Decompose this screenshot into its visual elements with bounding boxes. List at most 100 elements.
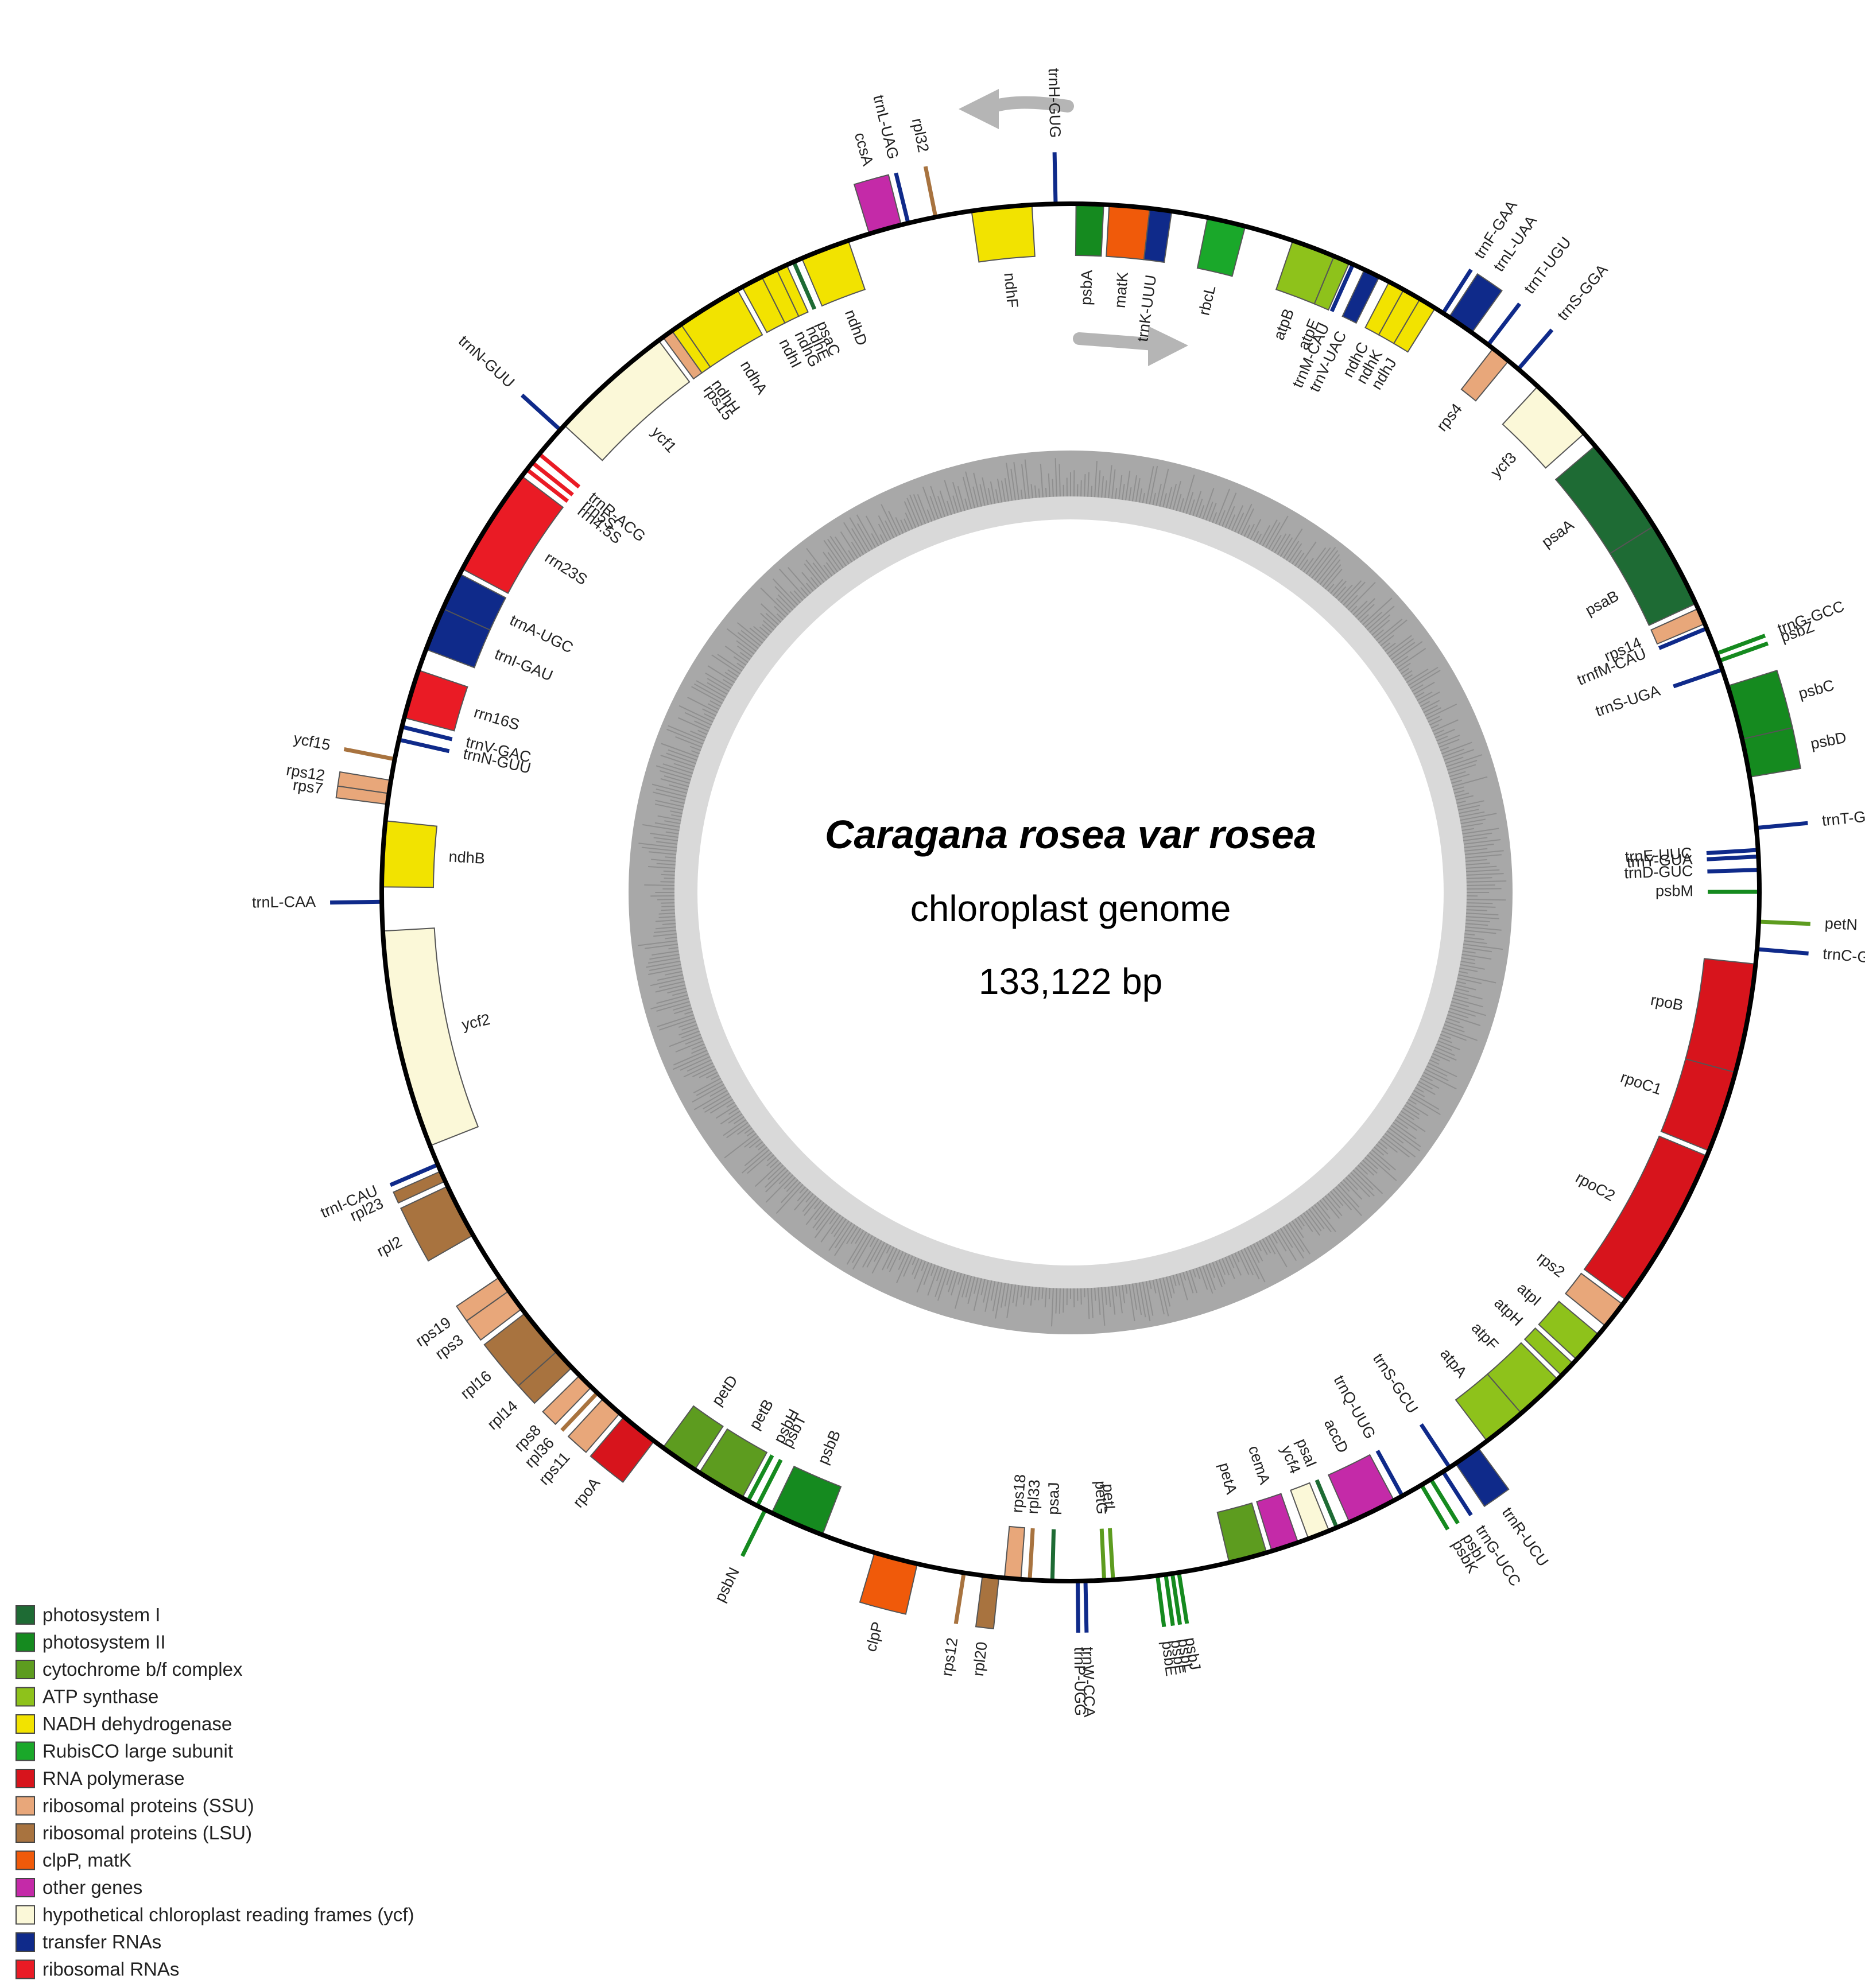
- gc-spike: [658, 913, 675, 915]
- gene-label: rbcL: [1195, 284, 1219, 317]
- gene-label: trnE-UUC: [1624, 844, 1693, 865]
- gc-spike: [1142, 492, 1145, 503]
- gene-tick: [1375, 1450, 1404, 1497]
- gc-spike: [1145, 1281, 1154, 1316]
- gc-spike: [1397, 1116, 1417, 1131]
- gc-spike: [1466, 906, 1496, 908]
- gc-spike: [675, 1040, 704, 1053]
- gc-spike: [1118, 475, 1123, 500]
- gc-spike: [711, 654, 741, 675]
- gene-label: trnS-UGA: [1593, 682, 1662, 720]
- gc-spike: [1010, 468, 1016, 500]
- gc-spike: [762, 620, 774, 631]
- gc-spike: [650, 997, 689, 1009]
- gc-spike: [799, 1186, 807, 1194]
- gene-block: [400, 1185, 474, 1262]
- gc-spike: [1463, 940, 1487, 944]
- gc-spike: [734, 1116, 745, 1124]
- gene-trng-gcc: trnG-GCC: [1716, 597, 1847, 656]
- organism-title: Caragana rosea var rosea: [825, 812, 1316, 857]
- gc-spike: [1149, 1280, 1152, 1290]
- gc-spike: [668, 947, 678, 950]
- gc-spike: [1240, 1249, 1254, 1276]
- gc-spike: [706, 1071, 718, 1079]
- gc-spike: [1212, 512, 1218, 523]
- gc-spike: [1202, 488, 1215, 519]
- gc-spike: [1436, 735, 1448, 741]
- gc-spike: [1027, 1286, 1030, 1299]
- gc-spike: [1465, 854, 1502, 859]
- gc-spike: [1466, 899, 1506, 901]
- gc-spike: [983, 1279, 989, 1303]
- gc-spike: [1461, 828, 1475, 832]
- gene-label: trnH-GUG: [1045, 68, 1064, 138]
- gc-spike: [952, 482, 962, 512]
- gene-psbn: psbN: [711, 1509, 767, 1605]
- gc-spike: [760, 587, 789, 616]
- gc-spike: [889, 1249, 901, 1272]
- gene-label: trnT-UGU: [1521, 234, 1575, 297]
- gc-spike: [744, 1127, 753, 1134]
- gc-spike: [835, 1222, 853, 1249]
- gc-spike: [1152, 1279, 1157, 1294]
- gc-spike: [912, 1256, 917, 1265]
- legend-swatch: [15, 1769, 35, 1788]
- gene-label: petD: [708, 1372, 741, 1409]
- gc-spike: [1305, 547, 1327, 574]
- gene-petb: petB: [699, 1396, 777, 1499]
- gc-spike: [1115, 1286, 1118, 1297]
- legend-label: ATP synthase: [42, 1686, 158, 1707]
- gc-spike: [1393, 1121, 1417, 1140]
- gene-rpl33: rpl33: [1024, 1479, 1044, 1581]
- gc-spike: [1329, 1191, 1344, 1206]
- gc-spike: [823, 564, 833, 577]
- gc-spike: [1162, 493, 1167, 508]
- gc-spike: [776, 597, 791, 613]
- gc-spike: [935, 1267, 946, 1298]
- gc-spike: [1420, 1078, 1440, 1089]
- gc-spike: [1450, 774, 1470, 781]
- gc-spike: [1411, 684, 1424, 692]
- gene-label: petN: [1824, 915, 1858, 933]
- gc-spike: [662, 763, 693, 774]
- gc-spike: [754, 1162, 782, 1187]
- gc-spike: [663, 870, 675, 872]
- gc-spike: [1466, 880, 1507, 883]
- gc-spike: [647, 866, 676, 869]
- gene-label: psbA: [1077, 270, 1096, 305]
- gene-block: [971, 204, 1036, 263]
- gc-spike: [641, 847, 677, 852]
- gc-spike: [813, 1199, 822, 1210]
- gene-tick: [1052, 152, 1058, 204]
- gc-spike: [1023, 1286, 1026, 1305]
- gene-tick: [1517, 328, 1554, 371]
- gc-spike: [793, 590, 804, 601]
- gc-spike: [909, 494, 923, 526]
- gene-tick: [1076, 1581, 1080, 1633]
- gene-label: rpl33: [1024, 1479, 1044, 1515]
- gc-spike: [1465, 859, 1487, 862]
- gc-spike: [1464, 930, 1496, 934]
- gc-spike: [1300, 1214, 1313, 1232]
- gc-spike: [917, 494, 929, 523]
- gene-ycf1: ycf1: [563, 339, 691, 461]
- gc-spike: [1371, 1149, 1397, 1171]
- gc-spike: [1322, 1197, 1340, 1219]
- gc-spike: [871, 1243, 889, 1274]
- gc-spike: [705, 672, 732, 689]
- gene-label: psaB: [1583, 587, 1622, 619]
- gc-spike: [1464, 844, 1494, 848]
- gene-label: rpoC2: [1573, 1169, 1618, 1205]
- gc-spike: [1215, 1260, 1226, 1285]
- gene-rpl32: rpl32: [909, 117, 938, 218]
- gc-spike: [1466, 909, 1487, 911]
- gc-spike: [1087, 472, 1089, 497]
- gc-spike: [657, 974, 684, 981]
- gc-spike: [1375, 619, 1403, 641]
- gc-spike: [1429, 1059, 1440, 1065]
- gc-spike: [1463, 832, 1492, 838]
- gc-spike: [1030, 1286, 1033, 1306]
- gc-spike: [649, 953, 680, 960]
- gene-rps4: rps4: [1433, 347, 1510, 434]
- gc-spike: [851, 541, 862, 557]
